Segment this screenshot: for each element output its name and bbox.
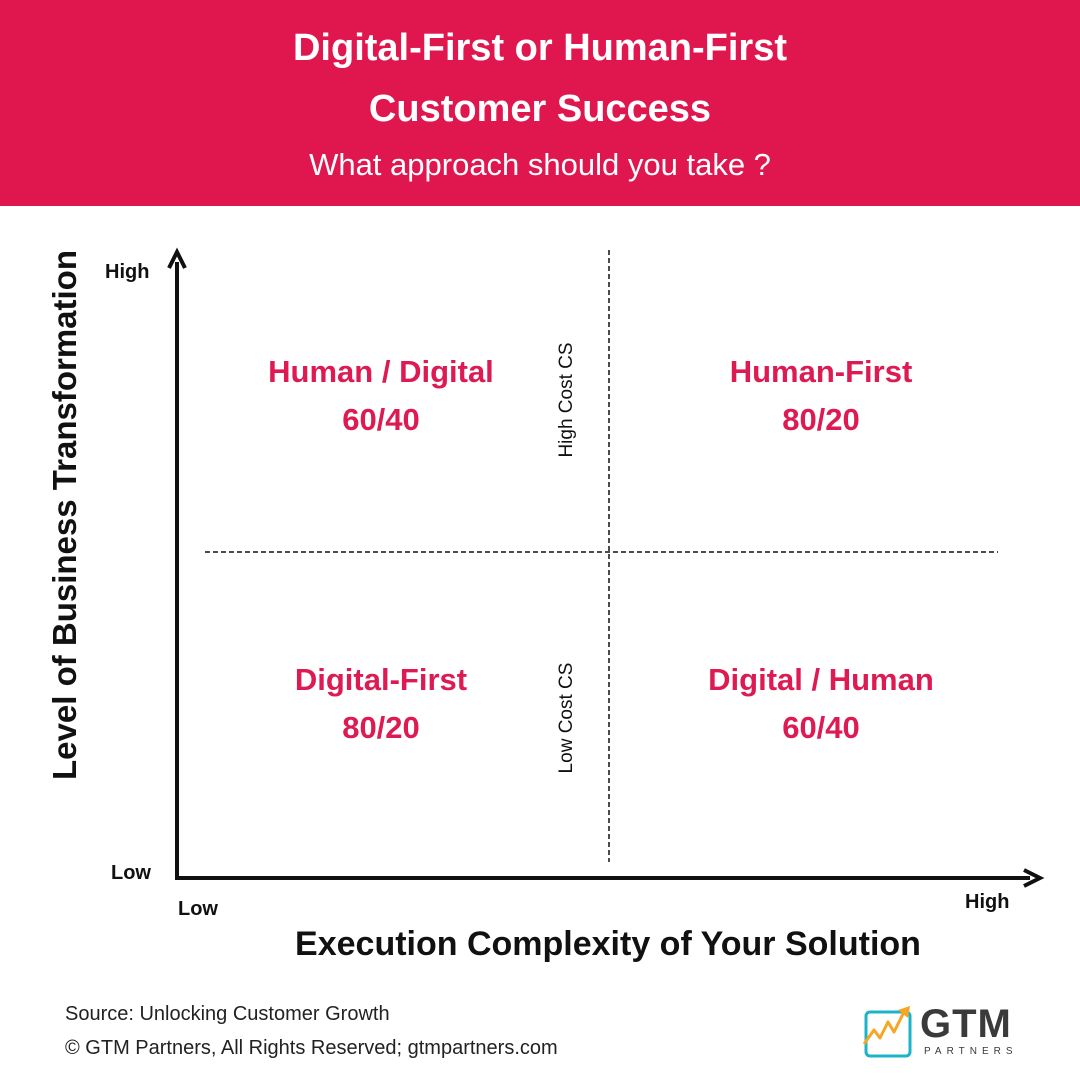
quadrant-bottom-left-name: Digital-First [294, 662, 468, 697]
quadrant-top-left-name: Human / Digital [268, 354, 494, 389]
x-axis-low-label: Low [178, 898, 218, 920]
quadrant-bottom-left: Digital-First 80/20 [191, 656, 571, 752]
header-banner: Digital-First or Human-First Customer Su… [0, 0, 1080, 206]
growth-chart-icon [862, 1006, 912, 1058]
quadrant-bottom-right: Digital / Human 60/40 [631, 656, 1011, 752]
y-axis-label: Level of Business Transformation [46, 250, 83, 780]
quadrant-bottom-left-ratio: 80/20 [342, 710, 420, 745]
logo-wordmark: GTM [920, 1002, 1012, 1046]
quadrant-bottom-right-ratio: 60/40 [782, 710, 860, 745]
title-line-2: Customer Success [368, 88, 712, 130]
y-axis-low-label: Low [111, 862, 151, 884]
y-axis-arrow [167, 247, 187, 269]
quadrant-top-right: Human-First 80/20 [631, 348, 1011, 444]
quadrant-top-left-ratio: 60/40 [342, 402, 420, 437]
x-axis-high-label: High [965, 891, 1010, 913]
x-axis-label: Execution Complexity of Your Solution [295, 925, 921, 963]
logo-subtext: PARTNERS [924, 1046, 1018, 1057]
y-axis-high-label: High [105, 261, 150, 283]
copyright-note: © GTM Partners, All Rights Reserved; gtm… [65, 1037, 558, 1059]
source-note: Source: Unlocking Customer Growth [65, 1003, 390, 1025]
quadrant-bottom-right-name: Digital / Human [708, 662, 934, 697]
x-axis-arrow [1023, 868, 1045, 888]
quadrant-top-right-name: Human-First [729, 354, 913, 389]
quadrant-top-right-ratio: 80/20 [782, 402, 860, 437]
gtm-partners-logo: GTM PARTNERS [862, 1000, 1042, 1064]
quadrant-top-left: Human / Digital 60/40 [191, 348, 571, 444]
subtitle: What approach should you take ? [309, 147, 771, 182]
title-line-1: Digital-First or Human-First [292, 27, 788, 69]
